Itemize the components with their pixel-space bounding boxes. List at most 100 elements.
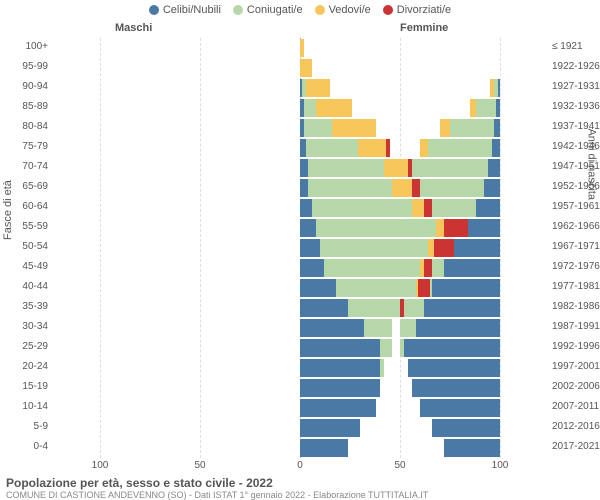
bar-segment-divorced: [444, 219, 468, 237]
pyramid-row: 80-841937-1941: [50, 118, 550, 138]
female-bar: [300, 419, 500, 437]
legend-label: Vedovi/e: [329, 4, 371, 16]
bar-segment-married: [380, 339, 392, 357]
female-bar: [300, 279, 500, 297]
birth-year-label: 1957-1961: [552, 201, 600, 212]
birth-year-label: 2017-2021: [552, 441, 600, 452]
age-label: 40-44: [0, 281, 48, 292]
pyramid-row: 45-491972-1976: [50, 258, 550, 278]
legend-swatch: [149, 5, 159, 15]
pyramid-row: 55-591962-1966: [50, 218, 550, 238]
bar-segment-single: [300, 199, 312, 217]
bar-segment-married: [324, 259, 420, 277]
pyramid-row: 30-341987-1991: [50, 318, 550, 338]
male-header: Maschi: [115, 22, 152, 34]
bar-segment-divorced: [386, 139, 390, 157]
female-header: Femmine: [400, 22, 448, 34]
bar-segment-married: [304, 119, 332, 137]
female-bar: [300, 139, 500, 157]
bar-segment-widowed: [436, 219, 444, 237]
female-bar: [300, 219, 500, 237]
bar-segment-single: [300, 319, 364, 337]
female-bar: [300, 439, 500, 457]
bar-segment-single: [300, 219, 316, 237]
legend-swatch: [233, 5, 243, 15]
bar-segment-single: [300, 259, 324, 277]
bar-segment-divorced: [418, 279, 430, 297]
birth-year-label: 1922-1926: [552, 61, 600, 72]
pyramid-row: 25-291992-1996: [50, 338, 550, 358]
bar-segment-divorced: [424, 199, 432, 217]
bar-segment-married: [380, 359, 384, 377]
female-bar: [300, 99, 500, 117]
pyramid-row: 0-42017-2021: [50, 438, 550, 458]
birth-year-label: 1932-1936: [552, 101, 600, 112]
bar-segment-widowed: [306, 79, 330, 97]
bar-segment-married: [308, 159, 384, 177]
x-axis: 10050050100: [0, 460, 600, 474]
age-label: 80-84: [0, 121, 48, 132]
female-bar: [300, 379, 500, 397]
birth-year-label: ≤ 1921: [552, 41, 600, 52]
female-bar: [300, 39, 500, 57]
bar-segment-married: [336, 279, 416, 297]
pyramid-row: 20-241997-2001: [50, 358, 550, 378]
birth-year-label: 2012-2016: [552, 421, 600, 432]
female-bar: [300, 179, 500, 197]
pyramid-row: 40-441977-1981: [50, 278, 550, 298]
pyramid-row: 100+≤ 1921: [50, 38, 550, 58]
bar-segment-married: [308, 179, 392, 197]
age-label: 45-49: [0, 261, 48, 272]
pyramid-row: 35-391982-1986: [50, 298, 550, 318]
bar-segment-widowed: [412, 199, 424, 217]
legend-item: Divorziati/e: [383, 4, 451, 16]
female-bar: [300, 299, 500, 317]
y-axis-right-title: Anni di nascita: [586, 128, 598, 200]
chart-container: Celibi/Nubili Coniugati/e Vedovi/e Divorzia…: [0, 0, 600, 500]
birth-year-label: 1997-2001: [552, 361, 600, 372]
x-tick-label: 100: [485, 460, 515, 471]
y-axis-left-title: Fasce di età: [2, 180, 14, 240]
x-tick-label: 50: [185, 460, 215, 471]
age-label: 20-24: [0, 361, 48, 372]
age-label: 0-4: [0, 441, 48, 452]
legend-label: Celibi/Nubili: [163, 4, 221, 16]
age-label: 95-99: [0, 61, 48, 72]
bar-segment-divorced: [400, 299, 404, 317]
birth-year-label: 1962-1966: [552, 221, 600, 232]
x-tick-label: 0: [285, 460, 315, 471]
age-label: 25-29: [0, 341, 48, 352]
legend-item: Coniugati/e: [233, 4, 303, 16]
bar-segment-divorced: [412, 179, 420, 197]
age-label: 100+: [0, 41, 48, 52]
pyramid-chart: 100+≤ 192195-991922-192690-941927-193185…: [0, 38, 600, 458]
female-bar: [300, 239, 500, 257]
legend-swatch: [315, 5, 325, 15]
birth-year-label: 1972-1976: [552, 261, 600, 272]
birth-year-label: 1927-1931: [552, 81, 600, 92]
legend-item: Vedovi/e: [315, 4, 371, 16]
female-bar: [300, 339, 500, 357]
female-bar: [300, 199, 500, 217]
pyramid-row: 5-92012-2016: [50, 418, 550, 438]
bar-segment-single: [300, 399, 376, 417]
legend-label: Coniugati/e: [247, 4, 303, 16]
legend: Celibi/Nubili Coniugati/e Vedovi/e Divorzia…: [0, 4, 600, 16]
age-label: 5-9: [0, 421, 48, 432]
bar-segment-single: [300, 279, 336, 297]
bar-segment-married: [364, 319, 392, 337]
pyramid-row: 60-641957-1961: [50, 198, 550, 218]
birth-year-label: 1967-1971: [552, 241, 600, 252]
x-tick-label: 100: [85, 460, 115, 471]
female-bar: [300, 119, 500, 137]
bar-segment-single: [300, 419, 360, 437]
female-bar: [300, 359, 500, 377]
birth-year-label: 1982-1986: [552, 301, 600, 312]
female-bar: [300, 79, 500, 97]
bar-segment-married: [316, 219, 436, 237]
age-label: 85-89: [0, 101, 48, 112]
legend-item: Celibi/Nubili: [149, 4, 221, 16]
bar-segment-married: [312, 199, 412, 217]
pyramid-row: 85-891932-1936: [50, 98, 550, 118]
bar-segment-widowed: [384, 159, 408, 177]
